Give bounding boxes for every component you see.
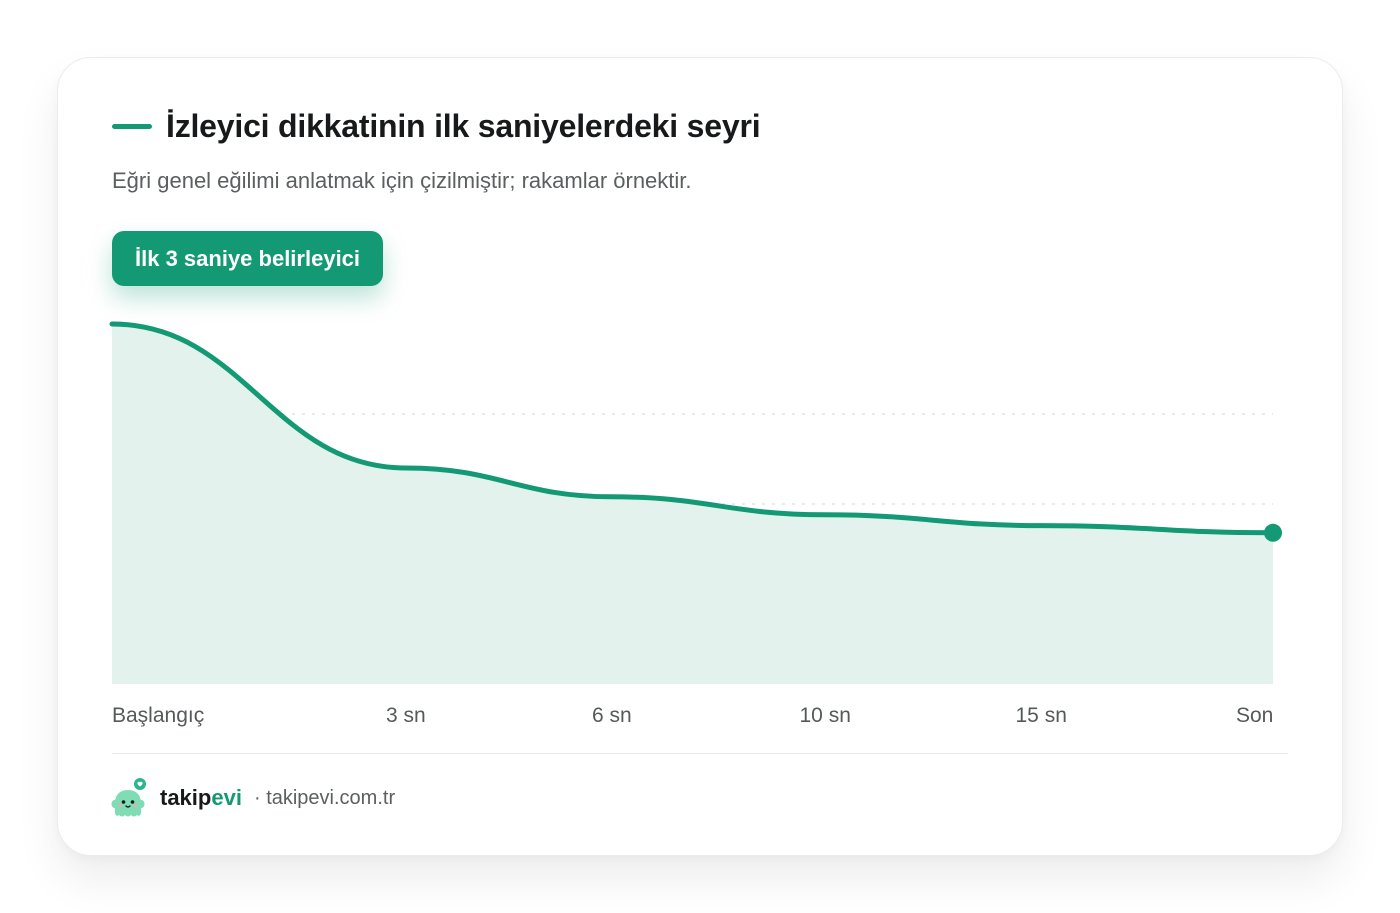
x-tick-label: 3 sn: [386, 704, 426, 727]
brand-url[interactable]: · takipevi.com.tr: [254, 787, 395, 810]
title-row: İzleyici dikkatinin ilk saniyelerdeki se…: [112, 108, 761, 145]
x-tick-label: 10 sn: [799, 704, 851, 727]
x-tick-label: Son: [1236, 704, 1274, 727]
chart-subtitle: Eğri genel eğilimi anlatmak için çizilmi…: [112, 168, 692, 193]
attention-chart: [109, 321, 1282, 684]
brand-separator: ·: [253, 786, 261, 809]
chart-card: İzleyici dikkatinin ilk saniyelerdeki se…: [57, 57, 1343, 856]
x-tick-label: Başlangıç: [112, 704, 205, 727]
legend-dash: [112, 124, 152, 129]
end-point-marker: [1264, 523, 1282, 542]
brand-name-part1: takip: [160, 785, 212, 810]
mascot-logo-icon: [111, 778, 146, 817]
annotation-badge: İlk 3 saniye belirleyici: [112, 231, 384, 286]
footer-brand: takipevi · takipevi.com.tr: [110, 776, 395, 820]
x-tick-label: 15 sn: [1015, 704, 1067, 727]
brand-url-text: takipevi.com.tr: [266, 786, 396, 809]
series-line: [109, 321, 1276, 536]
brand-name: takipevi: [160, 785, 242, 811]
footer-divider: [112, 753, 1288, 754]
chart-title: İzleyici dikkatinin ilk saniyelerdeki se…: [166, 108, 761, 144]
brand-name-part2: evi: [211, 785, 242, 810]
x-tick-label: 6 sn: [592, 704, 632, 727]
